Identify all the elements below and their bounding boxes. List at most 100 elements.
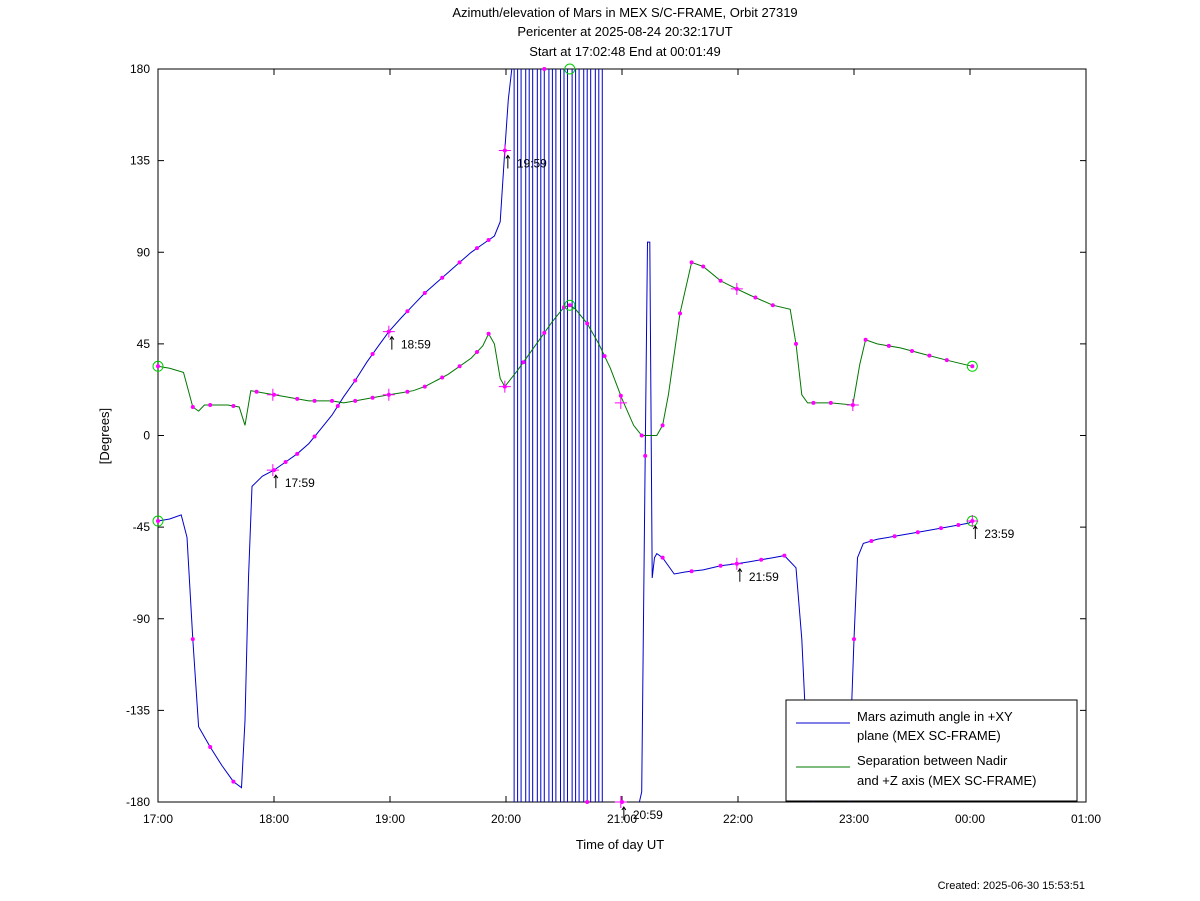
- separation-marker-17: [486, 331, 491, 336]
- x-tick-label-7: 00:00: [955, 812, 985, 826]
- azimuth-start-circle: [152, 515, 164, 527]
- separation-marker-2: [208, 402, 213, 407]
- separation-marker-4: [254, 389, 259, 394]
- azimuth-marker-12: [405, 309, 410, 314]
- azimuth-hour-plus-5: [966, 515, 979, 528]
- legend-label-separation-line2: and +Z axis (MEX SC-FRAME): [857, 773, 1037, 788]
- azimuth-marker-5: [283, 459, 288, 464]
- azimuth-marker-15: [457, 260, 462, 265]
- plot-area: [157, 68, 1087, 803]
- y-tick-label-2: 90: [137, 245, 151, 259]
- separation-marker-26: [639, 433, 644, 438]
- chart-title-line1: Azimuth/elevation of Mars in MEX S/C-FRA…: [452, 5, 797, 20]
- legend-label-azimuth-line1: Mars azimuth angle in +XY: [857, 709, 1013, 724]
- separation-marker-19: [521, 360, 526, 365]
- separation-marker-20: [542, 330, 547, 335]
- azimuth-marker-20: [585, 800, 590, 804]
- separation-marker-37: [828, 400, 833, 405]
- separation-marker-15: [457, 364, 462, 369]
- legend-label-separation-line1: Separation between Nadir: [857, 753, 1008, 768]
- separation-marker-3: [231, 403, 236, 408]
- azimuth-hour-label-4: 21:59: [749, 570, 779, 584]
- azimuth-hour-label-5: 23:59: [984, 527, 1014, 541]
- separation-marker-43: [944, 358, 949, 363]
- x-tick-label-2: 19:00: [375, 812, 405, 826]
- azimuth-hour-arrow-2: [505, 154, 511, 169]
- azimuth-marker-9: [353, 378, 358, 383]
- azimuth-marker-29: [852, 637, 856, 642]
- separation-marker-13: [422, 384, 427, 389]
- azimuth-marker-30: [869, 539, 874, 544]
- separation-marker-12: [405, 389, 410, 394]
- separation-marker-30: [701, 264, 706, 269]
- x-tick-label-0: 17:00: [143, 812, 173, 826]
- separation-line: [157, 261, 973, 436]
- separation-marker-36: [811, 400, 816, 405]
- separation-marker-34: [770, 303, 775, 308]
- separation-extra-plus-0: [266, 388, 279, 401]
- y-tick-label-1: 135: [130, 154, 150, 168]
- y-tick-label-8: -180: [126, 795, 150, 809]
- separation-hour-plus-1: [614, 396, 627, 409]
- azimuth-marker-6: [295, 451, 300, 456]
- azimuth-hour-arrow-5: [972, 525, 978, 540]
- y-tick-label-6: -90: [133, 612, 151, 626]
- separation-marker-44: [970, 364, 975, 369]
- chart-title-line2: Pericenter at 2025-08-24 20:32:17UT: [517, 24, 732, 39]
- azimuth-marker-16: [475, 246, 479, 251]
- legend-box: [785, 699, 1078, 802]
- chart-title-line3: Start at 17:02:48 End at 00:01:49: [529, 44, 721, 59]
- azimuth-hour-plus-1: [382, 325, 395, 338]
- separation-marker-42: [927, 353, 932, 358]
- x-axis-label: Time of day UT: [576, 837, 664, 852]
- separation-marker-40: [886, 343, 891, 348]
- legend: Mars azimuth angle in +XY plane (MEX SC-…: [785, 699, 1078, 802]
- series-layer: [152, 63, 978, 804]
- separation-marker-28: [678, 311, 682, 316]
- azimuth-hour-label-2: 19:59: [517, 156, 547, 170]
- x-tick-label-1: 18:00: [259, 812, 289, 826]
- separation-hour-plus-0: [498, 380, 511, 393]
- x-tick-label-8: 01:00: [1071, 812, 1101, 826]
- azimuth-hour-label-0: 17:59: [285, 476, 315, 490]
- azimuth-marker-14: [440, 275, 445, 280]
- separation-marker-1: [190, 404, 195, 409]
- created-timestamp: Created: 2025-06-30 15:53:51: [938, 880, 1085, 892]
- separation-start-circle: [152, 360, 164, 372]
- separation-end-circle: [966, 360, 978, 372]
- azimuth-hour-label-3: 20:59: [633, 808, 663, 822]
- x-tick-label-5: 22:00: [723, 812, 753, 826]
- separation-marker-27: [660, 423, 665, 428]
- separation-marker-10: [370, 395, 375, 400]
- azimuth-marker-25: [718, 563, 723, 568]
- azimuth-marker-24: [689, 569, 694, 574]
- azimuth-marker-33: [939, 526, 943, 531]
- azimuth-marker-34: [956, 522, 961, 527]
- azimuth-marker-22: [643, 453, 648, 458]
- azimuth-marker-2: [208, 745, 213, 750]
- y-axis-label: [Degrees]: [97, 408, 112, 464]
- azimuth-marker-3: [231, 779, 236, 784]
- separation-marker-25: [618, 393, 623, 398]
- legend-label-azimuth-line2: plane (MEX SC-FRAME): [857, 728, 1001, 743]
- azimuth-hour-arrow-1: [389, 335, 395, 350]
- label-layer: 17:59 18:59 19:59 20:59 21:59 23:59: [266, 144, 1015, 822]
- azimuth-marker-10: [370, 352, 375, 357]
- separation-marker-41: [910, 349, 914, 354]
- separation-marker-7: [312, 398, 317, 403]
- separation-extra-plus-3: [846, 398, 859, 411]
- azimuth-hour-plus-4: [730, 557, 743, 570]
- x-tick-label-4: 21:00: [607, 812, 637, 826]
- azimuth-hour-arrow-0: [273, 474, 279, 489]
- azimuth-marker-13: [422, 290, 427, 295]
- azimuth-marker-0: [156, 519, 160, 524]
- azimuth-marker-7: [312, 434, 317, 439]
- azimuth-marker-28: [782, 553, 787, 558]
- azimuth-hour-plus-0: [266, 464, 279, 477]
- x-tick-label-3: 20:00: [491, 812, 521, 826]
- y-tick-label-7: -135: [126, 703, 150, 717]
- separation-marker-35: [794, 341, 798, 346]
- separation-extra-plus-1: [382, 388, 395, 401]
- azimuth-marker-1: [190, 637, 195, 642]
